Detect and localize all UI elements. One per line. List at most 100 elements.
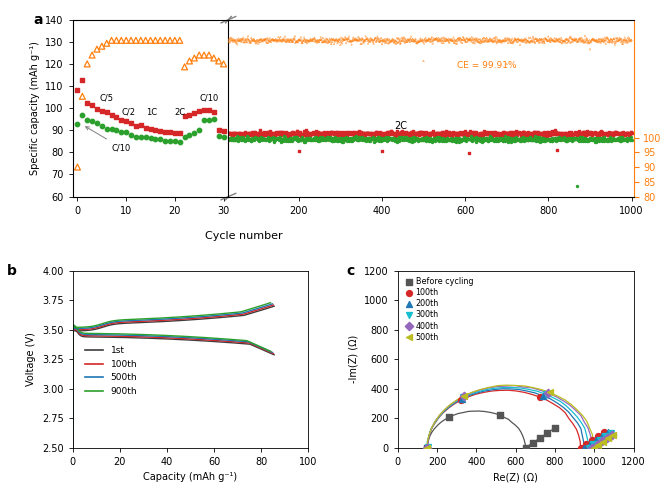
Point — [291, 129, 302, 137]
Point — [306, 37, 317, 45]
Point — [561, 137, 572, 145]
Point — [610, 128, 621, 136]
Point — [476, 129, 486, 137]
Point — [390, 132, 401, 140]
Point — [546, 134, 557, 142]
Point — [345, 135, 355, 143]
Point — [362, 35, 372, 43]
Point — [619, 131, 630, 139]
Point — [509, 130, 519, 138]
Point — [352, 129, 363, 137]
Point — [525, 136, 536, 144]
Point — [566, 130, 577, 138]
Point — [160, 137, 170, 145]
Point — [288, 130, 298, 138]
Point — [322, 128, 333, 136]
Point — [341, 134, 351, 142]
Point — [415, 136, 426, 144]
Point — [540, 132, 550, 140]
Point — [626, 136, 637, 144]
Text: 1C: 1C — [146, 108, 157, 117]
Point — [325, 129, 336, 137]
Point — [574, 36, 585, 44]
Point — [605, 131, 616, 139]
Point — [624, 135, 635, 143]
Point — [241, 130, 251, 138]
Point — [414, 130, 424, 138]
Point — [461, 135, 472, 143]
Point — [524, 129, 535, 137]
Point — [77, 92, 88, 100]
Point — [362, 34, 373, 42]
Point — [369, 36, 380, 44]
Point — [499, 128, 510, 136]
Point — [615, 134, 626, 142]
Point — [377, 35, 387, 43]
Point — [296, 39, 307, 47]
Point — [331, 135, 341, 143]
Point — [541, 35, 552, 43]
Point — [412, 134, 422, 142]
Point — [282, 36, 293, 44]
Point — [515, 136, 526, 144]
Point — [224, 135, 234, 143]
Point — [374, 131, 384, 139]
Point — [566, 134, 577, 142]
Point — [352, 128, 362, 136]
Point — [446, 37, 457, 45]
Point — [354, 135, 364, 143]
Point — [320, 37, 331, 45]
Point — [529, 128, 539, 136]
Point — [240, 35, 250, 43]
Point — [383, 39, 394, 47]
Point — [251, 130, 262, 138]
Point — [572, 182, 583, 189]
Point — [314, 129, 324, 137]
Point — [268, 135, 279, 143]
Point — [567, 35, 578, 43]
Point — [581, 34, 592, 42]
Point — [497, 128, 508, 136]
Point — [612, 36, 623, 44]
Point — [329, 135, 339, 143]
Point — [223, 129, 234, 137]
Point — [331, 130, 341, 138]
Point — [395, 132, 406, 140]
Point — [508, 127, 518, 135]
Point — [243, 129, 253, 137]
Point — [514, 129, 525, 137]
Point — [534, 36, 544, 44]
Point — [431, 135, 442, 143]
Point — [422, 135, 432, 143]
Point — [406, 128, 416, 136]
Point — [361, 129, 372, 137]
Point — [607, 136, 618, 144]
Point — [469, 34, 479, 42]
Point — [550, 130, 561, 138]
Point — [508, 134, 519, 142]
Point — [337, 136, 348, 144]
Point — [463, 129, 474, 137]
Point — [387, 35, 397, 43]
Point — [493, 137, 504, 145]
Point — [248, 35, 259, 43]
Point — [605, 37, 616, 45]
Point — [228, 135, 238, 143]
Point — [486, 133, 496, 141]
Point — [451, 39, 461, 47]
Point — [505, 38, 515, 46]
Point — [459, 34, 469, 42]
Point — [521, 36, 532, 44]
Point — [281, 129, 292, 137]
Point — [624, 135, 635, 143]
Point — [498, 37, 509, 45]
Point — [337, 130, 348, 138]
Point — [334, 35, 345, 43]
Point — [451, 129, 461, 137]
Point — [533, 135, 544, 143]
Point — [478, 129, 488, 137]
Point — [624, 130, 634, 138]
Point — [591, 129, 601, 137]
Point — [374, 130, 385, 138]
Point — [248, 129, 259, 137]
